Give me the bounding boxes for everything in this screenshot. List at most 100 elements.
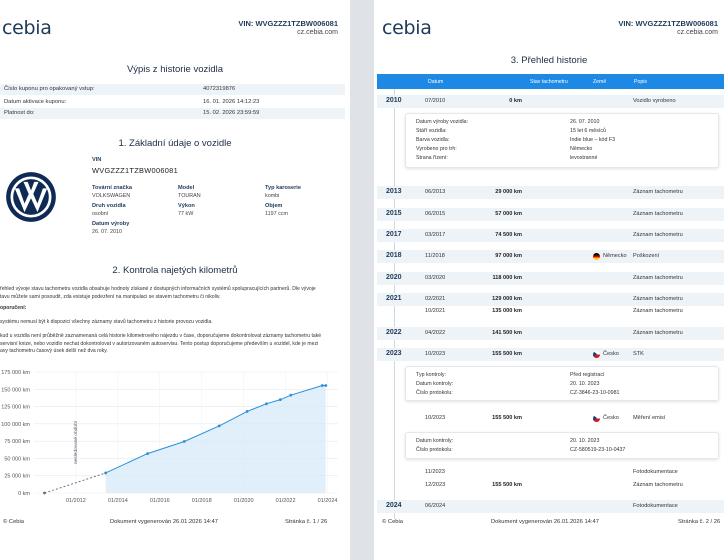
history-date: 12/2023 [425,482,446,488]
unmonitored-period-label: nesledované období [73,420,79,464]
y-tick-label: 125 000 km [1,405,30,411]
data-point [289,393,293,397]
document-title: Výpis z historie vozidla [126,64,224,75]
date-label: Datum výroby [92,221,130,227]
history-description: Fotodokumentace [633,503,678,509]
detail-label: Datum výroby vozidla: [416,119,469,125]
paragraph-line: řehled vývoje stavu tachometru vozidla o… [0,286,316,292]
model-label: Model [178,185,195,191]
x-tick-label: 01/2018 [192,498,212,504]
detail-value: CZ-580519-23-10-0437 [570,447,626,453]
history-row: 11/2023 Fotodokumentace [377,466,724,479]
paragraph-line: tavu můžete sami posoudit, zda existuje … [0,293,221,300]
intro-paragraph: řehled vývoje stavu tachometru vozidla o… [0,286,345,301]
history-description: Fotodokumentace [633,469,678,475]
data-point [320,384,324,387]
coupon-row: Číslo kuponu pro opakovaný vstup: 407231… [0,84,345,95]
history-row: 2017 03/2017 74 500 km Záznam tachometru [377,229,724,242]
history-year: 2013 [386,188,402,195]
detail-value: CZ-3846-23-10-0981 [570,390,620,396]
history-description: Vozidlo vyrobeno [633,98,676,104]
model-value: TOURAN [178,193,201,199]
header-country: Země [593,79,607,85]
data-point [217,424,221,428]
history-odometer: 74 500 km [495,232,522,238]
coupon-label: Datum aktivace kuponu: [4,99,67,105]
history-date: 11/2023 [425,469,445,475]
history-row: 2013 06/2013 29 000 km Záznam tachometru [377,186,724,199]
data-point [324,384,328,387]
paragraph-line: servisní knize, nebo vozidlo nechat doko… [0,340,319,347]
x-tick-label: 01/2016 [150,498,170,504]
emission-detail-card: Datum kontroly: 20. 10. 2023 Číslo proto… [405,432,719,459]
site-link[interactable]: cz.cebia.com [677,29,718,36]
history-odometer: 155 500 km [492,415,522,421]
detail-value: Před registrací [570,372,605,378]
power-label: Výkon [178,203,195,209]
advice-paragraph: kud u vozidla není průběžně zaznamenaná … [0,333,345,356]
history-odometer: 135 000 km [492,308,522,314]
cebia-logo: cebia [382,17,432,39]
history-year: 2020 [386,274,402,281]
x-tick-label: 01/2024 [318,498,338,504]
history-description: STK [633,351,644,357]
history-country: Česko [603,415,619,421]
history-date: 11/2018 [425,253,445,259]
history-table-header: Datum Stav tachometru Země Popis [377,74,724,89]
report-page-2: cebia VIN: WVGZZZ1TZBW006081 cz.cebia.co… [374,0,724,560]
area-fill [105,385,326,493]
coupon-row: Platnost do: 15. 02. 2026 23:59:59 [0,108,345,119]
coupon-row: Datum aktivace kuponu: 16. 01. 2026 14:1… [0,97,345,108]
y-tick-label: 75 000 km [4,439,30,445]
history-odometer: 155 500 km [492,351,522,357]
history-row: 2023 10/2023 155 500 km Česko STK [377,348,724,361]
history-odometer: 29 000 km [495,189,522,195]
history-row: 2020 03/2020 118 000 km Záznam tachometru [377,272,724,285]
history-date: 06/2015 [425,211,446,217]
history-description: Poškození [633,253,660,259]
cebia-logo: cebia [2,17,52,39]
dashed-line-segment [44,472,106,494]
data-point [182,440,186,443]
site-link[interactable]: cz.cebia.com [297,29,338,36]
section-title-history: 3. Přehled historie [510,55,588,66]
mileage-line [105,384,326,474]
history-row: 2015 06/2015 57 000 km Záznam tachometru [377,208,724,221]
x-tick-label: 01/2012 [66,498,86,504]
y-tick-label: 25 000 km [4,474,30,480]
history-description: Záznam tachometru [633,308,683,314]
vin-header: VIN: WVGZZZ1TZBW006081 cz.cebia.com [618,19,718,36]
history-description: Měření emisí [633,415,666,421]
history-row: 10/2023 155 500 km Česko Měření emisí [377,412,724,425]
history-year: 2017 [386,231,402,238]
history-date: 06/2024 [425,503,446,509]
detail-label: Datum kontroly: [416,438,454,444]
header-date: Datum [428,79,444,85]
x-tick-label: 01/2014 [108,498,128,504]
mileage-chart: 0 km 25 000 km 50 000 km 75 000 km 100 000 k… [1,370,338,504]
history-row: 2022 04/2022 141 500 km Záznam tachometru [377,327,724,340]
date-value: 26. 07. 2010 [92,229,122,235]
history-country: Německo [603,253,627,259]
footer-copyright: © Cebia [382,519,404,525]
czech-flag-icon [593,415,600,422]
data-point [245,410,249,413]
x-tick-label: 01/2022 [276,498,296,504]
y-tick-label: 50 000 km [4,456,30,462]
history-date: 04/2022 [425,330,446,336]
history-date: 10/2021 [425,308,446,314]
coupon-value: 4072319876 [203,86,236,92]
y-tick-label: 0 km [18,491,30,497]
history-odometer: 118 000 km [492,275,522,281]
recommendation-heading: oporučení: [0,305,27,311]
data-point [278,398,282,402]
coupon-label: Platnost do: [4,110,35,116]
paragraph-line: systému nemusí být k dispozici všechny z… [0,319,213,325]
detail-label: Strana řízení: [416,155,448,161]
volume-value: 1197 ccm [265,211,288,217]
history-odometer: 129 000 km [492,296,522,302]
footer-generated: Dokument vygenerován 26.01.2026 14:47 [110,519,218,525]
y-tick-label: 100 000 km [1,422,30,428]
kind-label: Druh vozidla [92,203,126,209]
data-point [264,402,268,406]
